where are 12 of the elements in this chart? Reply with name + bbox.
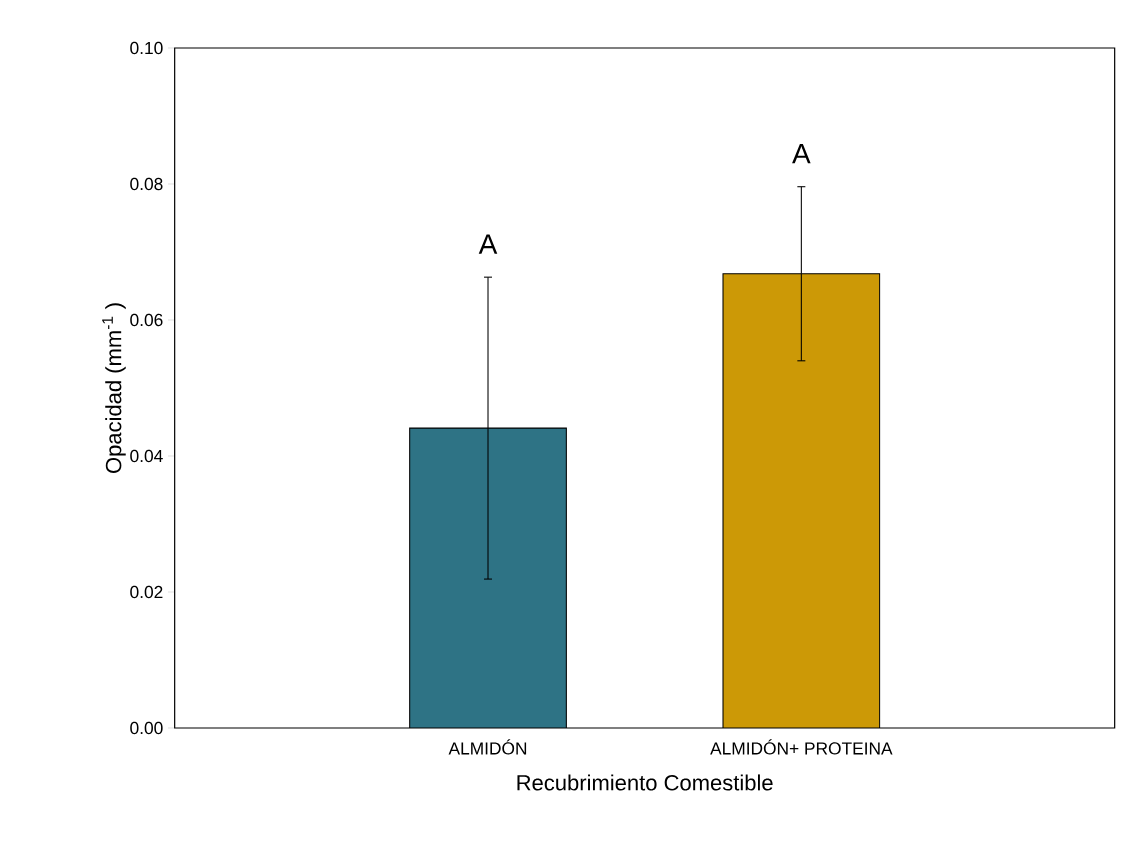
x-tick-label: ALMIDÓN+ PROTEINA	[710, 739, 893, 755]
annotation: A	[478, 234, 498, 254]
x-axis-title: Recubrimiento Comestible	[517, 774, 773, 791]
x-tick-label: ALMIDÓN	[448, 739, 527, 755]
y-axis-title: Opacidad (mm$^{-1}$ )	[102, 303, 126, 473]
y-tick-label: 0.02	[130, 585, 163, 599]
y-tick-label: 0.10	[130, 41, 163, 55]
y-tick-label: 0.06	[130, 313, 163, 327]
annotation: A	[792, 144, 811, 164]
y-tick-label: 0.00	[130, 721, 163, 735]
y-tick-label: 0.08	[130, 177, 163, 191]
y-tick-label: 0.04	[130, 449, 163, 463]
